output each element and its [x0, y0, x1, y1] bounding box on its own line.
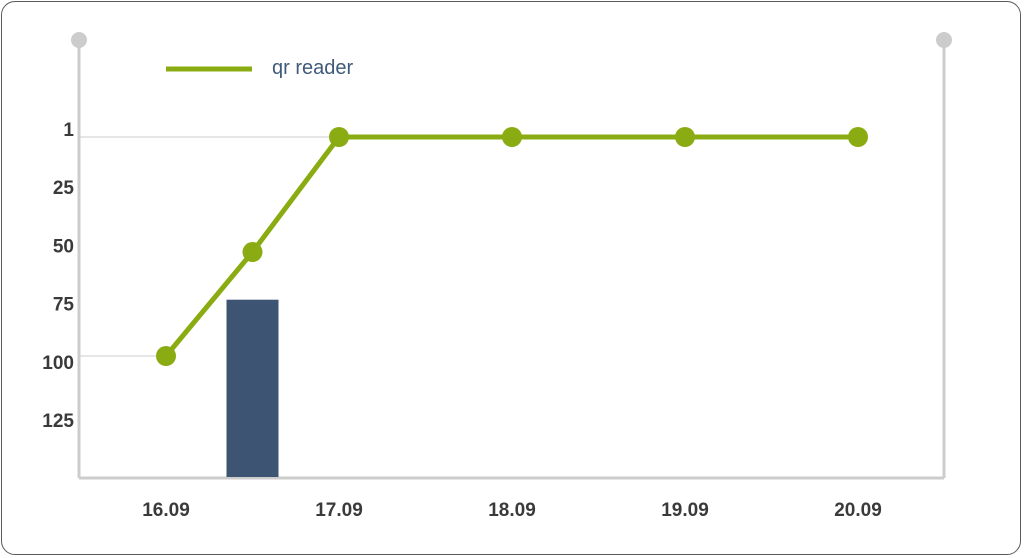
data-point [502, 127, 522, 147]
data-point [242, 242, 263, 263]
x-tick-label: 20.09 [834, 500, 882, 521]
y-tick-label: 1 [63, 120, 74, 141]
y-tick-label: 125 [42, 411, 74, 432]
y-tick-label: 50 [53, 236, 74, 257]
data-point [675, 127, 695, 147]
y-tick-label: 25 [53, 178, 75, 199]
x-tick-label: 18.09 [488, 500, 536, 521]
x-tick-label: 17.09 [315, 500, 363, 521]
legend-label: qr reader [272, 57, 353, 79]
data-point [156, 346, 176, 366]
grid-layer [79, 136, 336, 357]
point-layer [156, 127, 868, 366]
bar [226, 299, 279, 477]
x-tick-label: 16.09 [142, 500, 190, 521]
y-tick-label: 75 [53, 295, 75, 316]
bar-layer [226, 299, 279, 477]
axis-cap-right [936, 32, 952, 48]
x-tick-label: 19.09 [661, 500, 709, 521]
axis-cap-left [71, 32, 87, 48]
line-layer [164, 134, 858, 358]
y-tick-label: 100 [42, 353, 74, 374]
legend: qr reader [166, 57, 353, 79]
data-point [329, 127, 349, 147]
data-point [848, 127, 868, 147]
axis-layer [71, 32, 952, 480]
series-line [164, 134, 858, 358]
